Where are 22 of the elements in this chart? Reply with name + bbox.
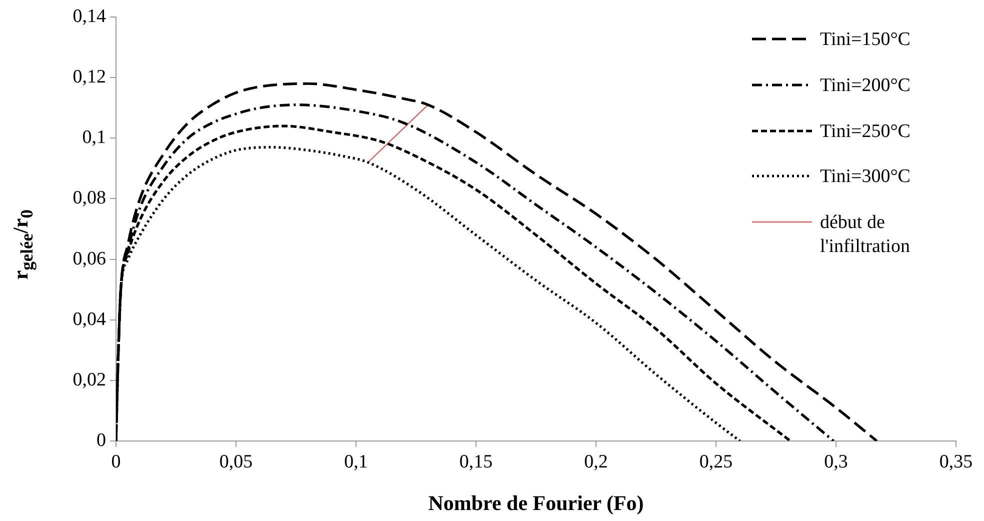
y-tick-label: 0,06 [72, 248, 106, 270]
x-tick-label: 0,2 [584, 451, 608, 472]
y-tick-label: 0,12 [72, 66, 106, 88]
y-tick-label: 0,04 [72, 308, 106, 330]
y-tick-label: 0,02 [72, 369, 106, 390]
y-tick-label: 0,08 [72, 188, 106, 209]
legend-label: Tini=250°C [820, 120, 912, 144]
x-tick-label: 0,05 [219, 451, 253, 472]
x-tick-label: 0 [111, 451, 121, 472]
y-tick-label: 0 [96, 430, 106, 451]
x-tick-label: 0,25 [699, 451, 733, 472]
x-tick-label: 0,15 [459, 451, 493, 472]
legend-label: Tini=300°C [820, 165, 912, 189]
y-tick-label: 0,14 [72, 6, 106, 27]
y-tick-label: 0,1 [82, 127, 106, 148]
x-axis-title: Nombre de Fourier (Fo) [428, 490, 644, 515]
legend-label: Tini=200°C [820, 74, 912, 98]
x-tick-label: 0,1 [344, 451, 368, 472]
legend-label: Tini=150°C [820, 28, 912, 52]
x-tick-label: 0,35 [939, 451, 973, 472]
x-tick-label: 0,3 [824, 451, 848, 472]
legend-label: début de l'infiltration [820, 211, 911, 258]
